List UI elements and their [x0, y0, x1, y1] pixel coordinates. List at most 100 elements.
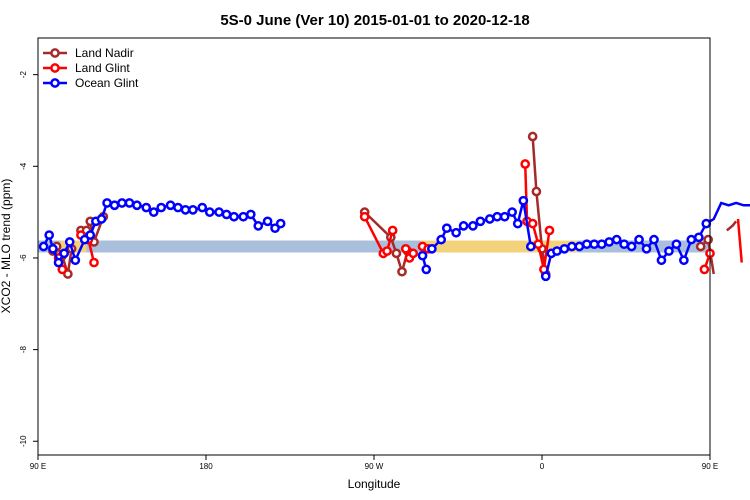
data-point: [221, 209, 232, 220]
data-point: [408, 248, 419, 259]
data-point: [38, 241, 49, 252]
y-axis: -2 -4 -6 -8 -10: [19, 71, 38, 447]
data-point: [520, 159, 531, 169]
legend-marker: [50, 63, 60, 73]
data-point: [703, 234, 713, 245]
data-point: [359, 211, 370, 222]
data-point: [499, 211, 510, 222]
data-point: [148, 207, 159, 217]
data-point: [85, 230, 96, 240]
data-point: [531, 186, 542, 197]
series-line: [726, 220, 738, 232]
data-point: [468, 221, 478, 231]
legend-label: Land Glint: [75, 61, 130, 75]
data-point: [132, 200, 142, 211]
legend-label: Ocean Glint: [75, 76, 139, 90]
data-point: [124, 198, 135, 208]
data-point: [391, 248, 402, 259]
data-point: [89, 257, 99, 268]
data-point: [245, 209, 256, 220]
data-point: [400, 243, 411, 254]
data-point: [581, 239, 592, 250]
data-point: [507, 207, 517, 217]
data-point: [533, 239, 544, 250]
y-tick-label: -8: [19, 346, 28, 354]
data-point: [165, 200, 176, 211]
data-point: [451, 227, 461, 238]
data-point: [634, 234, 644, 245]
x-tick-label: 180: [199, 462, 213, 471]
data-point: [253, 221, 264, 231]
data-point: [48, 243, 58, 254]
series-line: [736, 218, 743, 263]
series-land-glint: [53, 159, 743, 275]
chart-title: 5S-0 June (Ver 10) 2015-01-01 to 2020-12…: [220, 12, 529, 29]
data-point: [382, 246, 392, 256]
legend-marker: [50, 48, 60, 58]
data-point: [527, 218, 538, 229]
data-point: [44, 230, 55, 240]
data-point: [229, 211, 239, 222]
series-land-nadir: [48, 131, 738, 279]
x-tick-label: 90 W: [365, 462, 384, 471]
data-point: [238, 211, 249, 222]
data-point: [552, 246, 562, 256]
x-tick-label: 90 E: [30, 462, 46, 471]
x-axis-label: Longitude: [348, 477, 401, 491]
data-point: [173, 202, 183, 213]
data-point: [141, 202, 152, 213]
data-point: [604, 237, 615, 247]
data-point: [596, 239, 607, 250]
data-point: [475, 216, 486, 227]
data-point: [204, 207, 215, 217]
data-point: [387, 225, 398, 236]
data-point: [518, 195, 529, 206]
data-point: [525, 241, 536, 252]
data-point: [574, 241, 585, 252]
data-point: [109, 200, 120, 211]
data-point: [156, 202, 167, 213]
data-point: [693, 232, 704, 243]
data-point: [397, 266, 407, 277]
data-point: [180, 204, 191, 215]
data-point: [559, 243, 570, 254]
data-point: [427, 243, 437, 254]
data-point: [512, 218, 523, 229]
x-tick-label: 90 E: [702, 462, 718, 471]
legend-item-ocean-glint: Ocean Glint: [43, 76, 139, 90]
data-point: [527, 131, 538, 142]
series-line: [523, 163, 551, 270]
data-point: [699, 264, 710, 275]
y-axis-label: XCO2 - MLO trend (ppm): [0, 179, 13, 314]
x-axis: 90 E 180 90 W 0 90 E: [30, 455, 718, 471]
data-point: [656, 255, 667, 266]
data-point: [197, 202, 208, 213]
data-point: [96, 214, 107, 224]
data-point: [619, 239, 629, 250]
series-line: [544, 201, 750, 277]
y-tick-label: -6: [19, 254, 28, 262]
data-point: [611, 234, 622, 245]
data-point: [484, 214, 495, 224]
data-point: [59, 248, 69, 259]
data-point: [214, 207, 224, 217]
data-point: [540, 271, 551, 282]
data-point: [436, 234, 447, 245]
data-point: [686, 234, 697, 245]
legend-label: Land Nadir: [75, 46, 134, 60]
series-layer: [38, 131, 750, 282]
data-point: [589, 239, 600, 250]
y-tick-label: -2: [19, 71, 28, 79]
y-tick-label: -10: [19, 435, 28, 447]
data-point: [275, 218, 286, 229]
data-point: [102, 198, 112, 208]
x-tick-label: 0: [540, 462, 545, 471]
data-point: [664, 246, 674, 256]
data-point: [701, 218, 712, 229]
y-tick-label: -4: [19, 162, 28, 170]
data-point: [626, 241, 637, 252]
data-point: [641, 243, 652, 254]
series-ocean-glint: [38, 195, 750, 282]
